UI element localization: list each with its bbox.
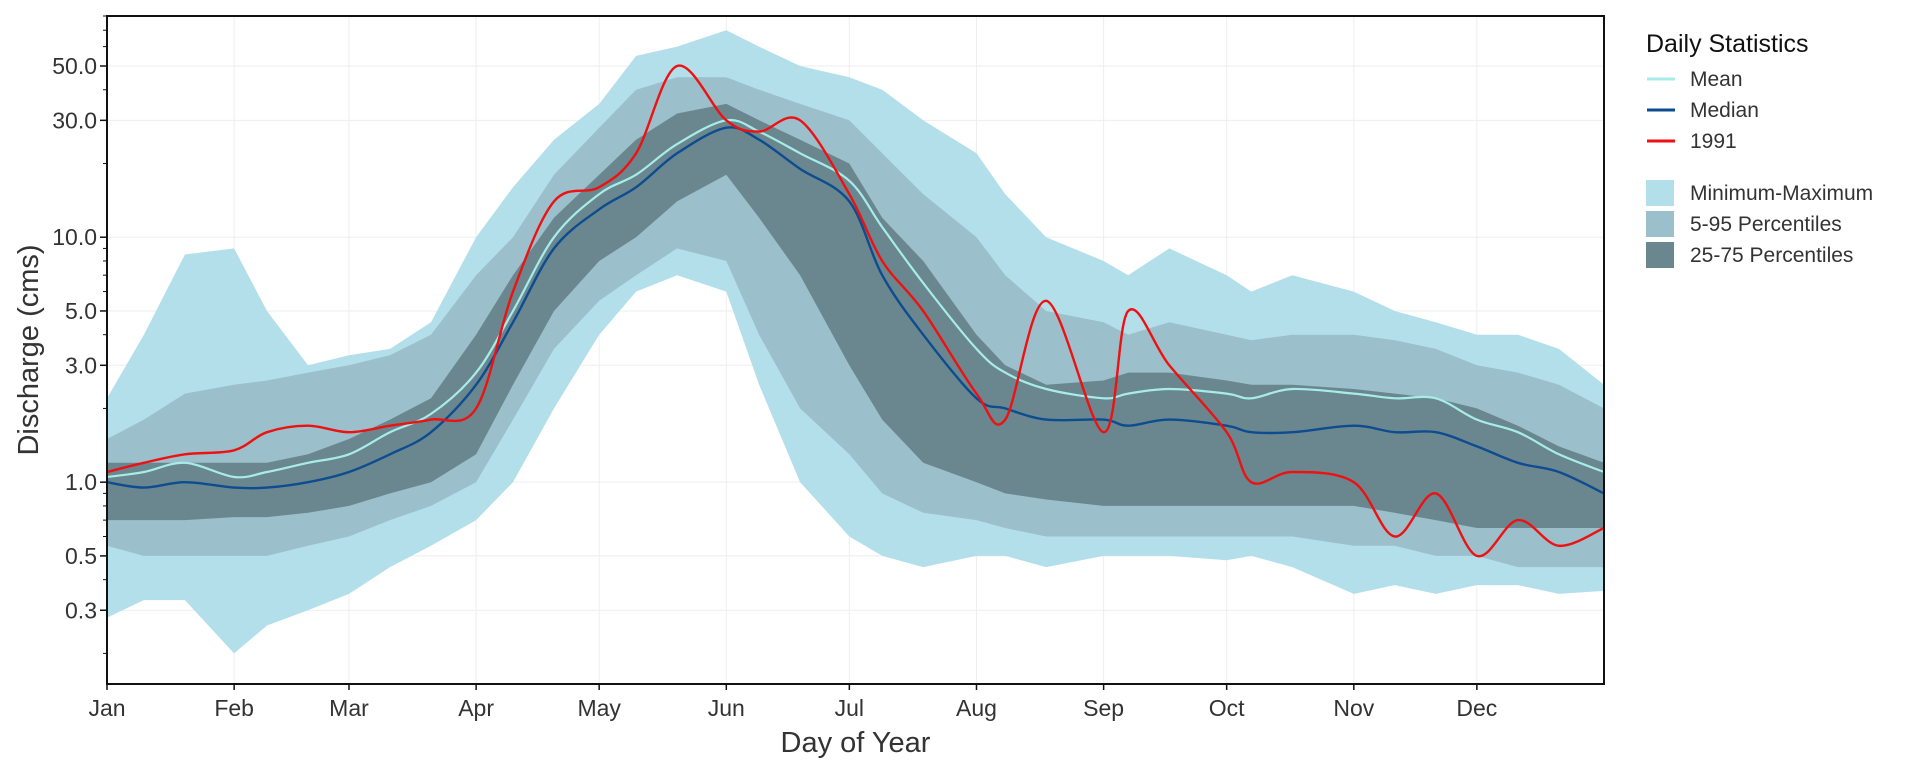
x-tick-label: Apr [458,695,494,721]
percentile-bands [107,30,1604,654]
line-1991 [106,64,1605,558]
x-tick-label: Aug [956,695,997,721]
legend-label-minmax: Minimum-Maximum [1690,182,1873,205]
x-tick-label: Feb [214,695,254,721]
x-tick-label: May [577,695,621,721]
legend-label-p5_95: 5-95 Percentiles [1690,213,1842,236]
legend-swatch-minmax [1646,180,1674,206]
series-lines [106,64,1605,558]
x-tick-label: Nov [1333,695,1374,721]
x-axis-ticks: Jan Feb Mar Apr May Jun Jul Aug Sep Oct Nov Dec [88,684,1497,721]
legend-swatch-p25_75 [1646,242,1674,268]
legend-label-p25_75: 25-75 Percentiles [1690,244,1853,267]
y-tick-label: 30.0 [52,107,97,133]
legend-swatch-p5_95 [1646,211,1674,237]
y-tick-label: 3.0 [65,352,97,378]
x-tick-label: Jul [835,695,864,721]
y-tick-label: 0.3 [65,597,97,623]
x-tick-label: Mar [329,695,369,721]
x-tick-label: Dec [1456,695,1497,721]
y-axis-ticks: 0.3 0.5 1.0 3.0 5.0 10.0 30.0 50.0 [52,15,107,654]
legend: Daily Statistics Mean Median 1991 Minimum-M… [1646,30,1873,268]
x-tick-label: Jan [88,695,125,721]
y-tick-label: 5.0 [65,298,97,324]
x-tick-label: Oct [1209,695,1245,721]
legend-title: Daily Statistics [1646,30,1809,58]
y-tick-label: 10.0 [52,224,97,250]
x-tick-label: Jun [708,695,745,721]
legend-label-mean: Mean [1690,68,1743,91]
y-tick-label: 50.0 [52,53,97,79]
y-axis-title: Discharge (cms) [13,244,45,455]
line-mean [106,118,1605,479]
legend-label-y1991: 1991 [1690,130,1737,153]
x-tick-label: Sep [1083,695,1124,721]
band-25-75-percentiles [107,103,1604,529]
y-tick-label: 1.0 [65,469,97,495]
line-median [106,126,1605,495]
plot-area [106,15,1605,685]
legend-label-median: Median [1690,99,1759,122]
x-axis-title: Day of Year [781,727,931,759]
y-tick-label: 0.5 [65,543,97,569]
plot-frame [106,15,1605,685]
